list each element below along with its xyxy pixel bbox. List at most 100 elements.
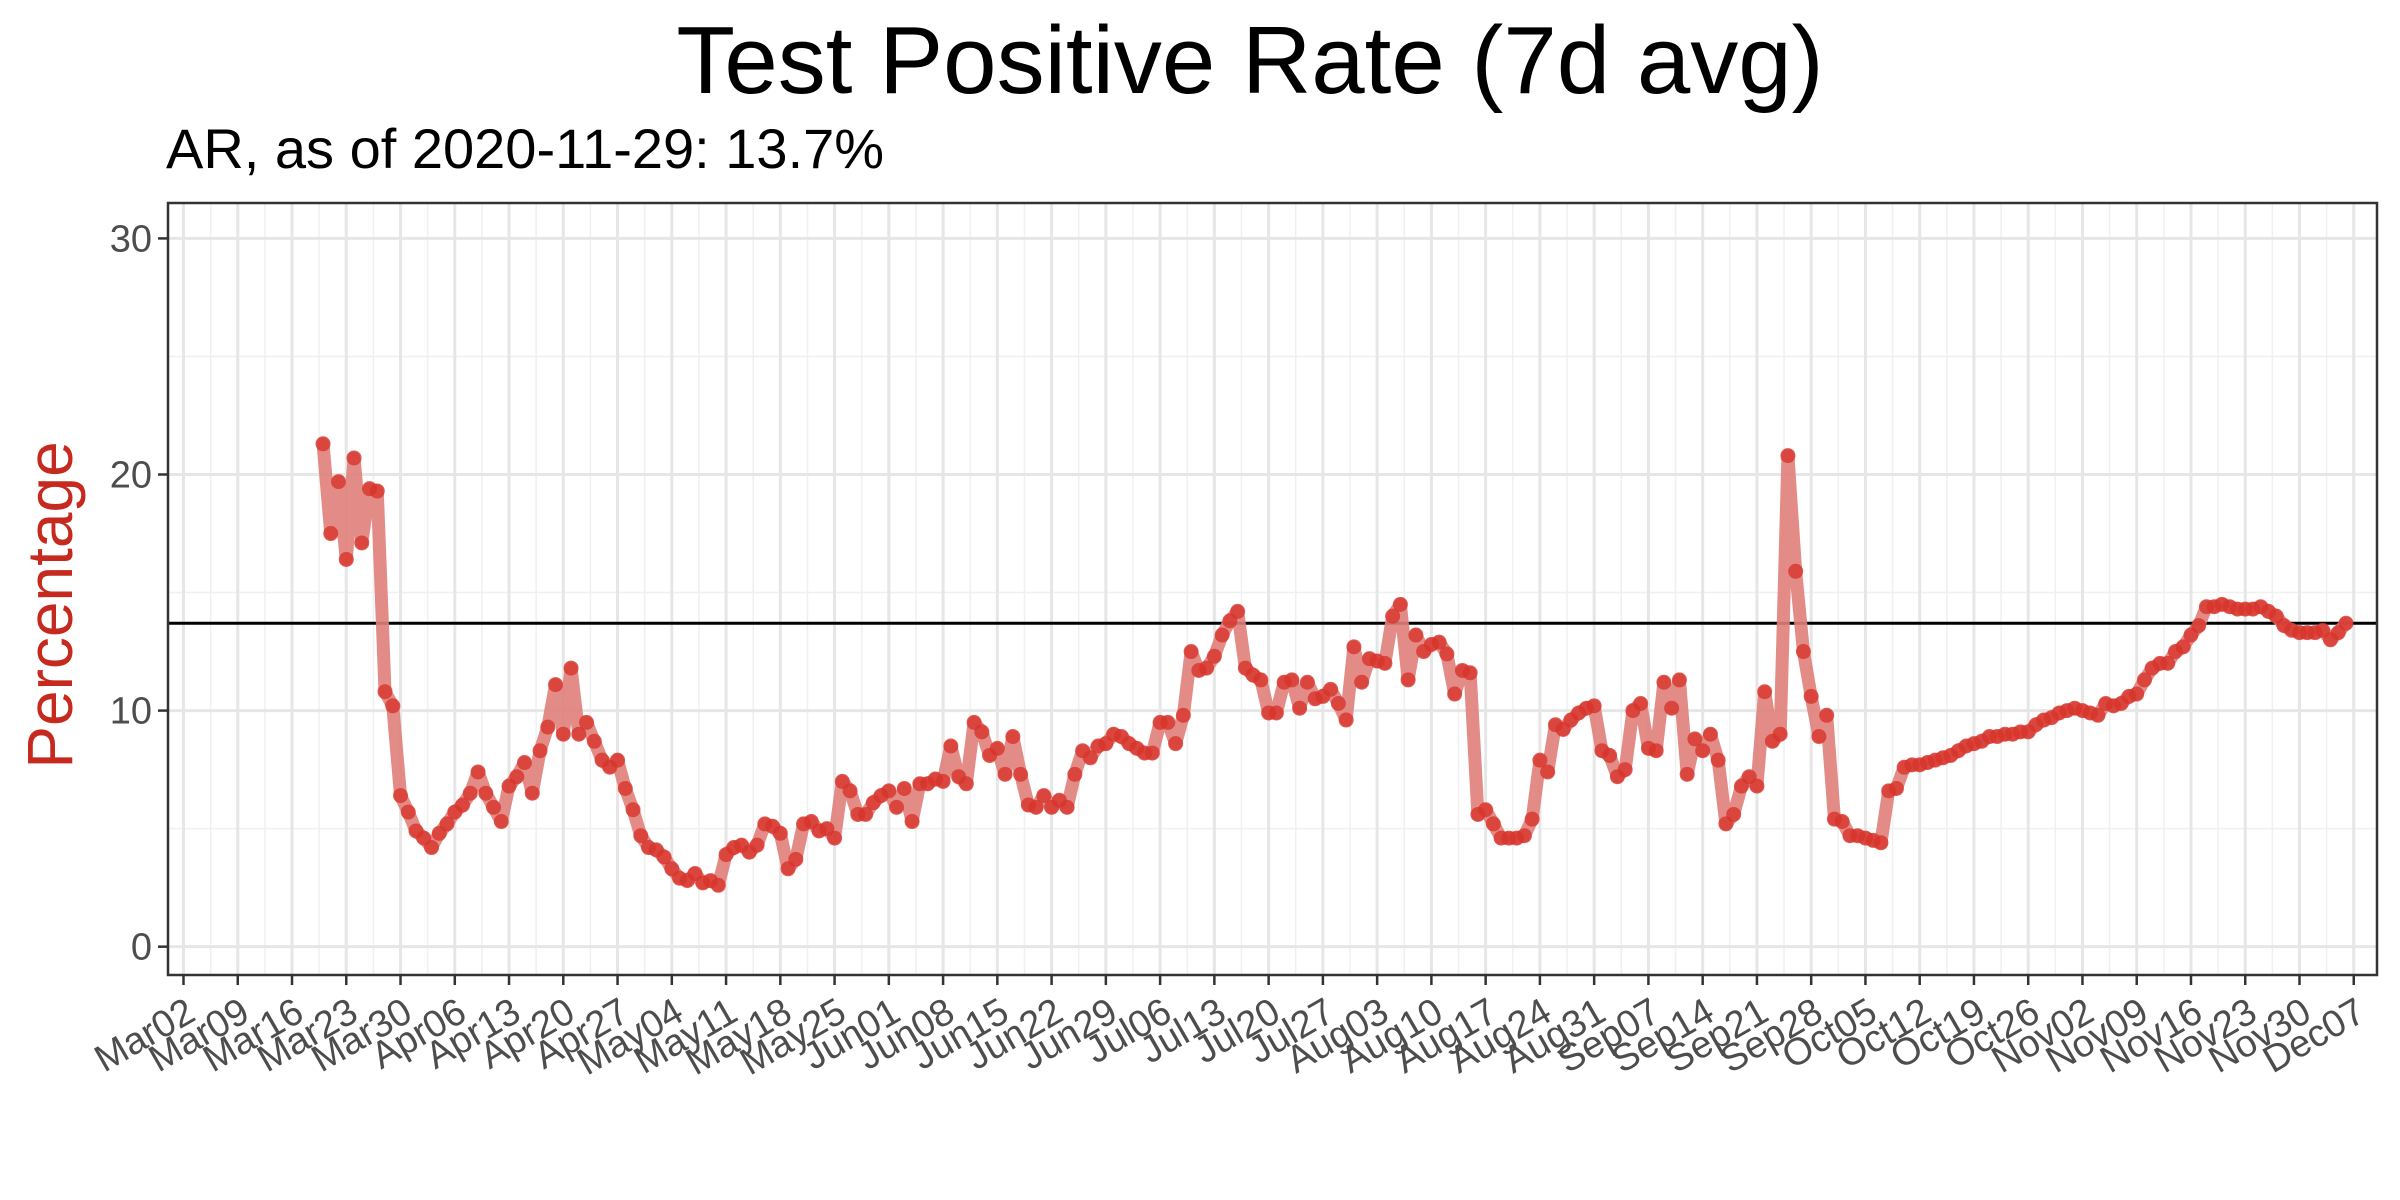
data-point: [1617, 762, 1633, 778]
data-point: [1183, 644, 1199, 660]
data-point: [617, 780, 633, 796]
data-point: [1346, 639, 1362, 655]
data-point: [1005, 729, 1021, 745]
data-point: [369, 483, 385, 499]
data-point: [1873, 835, 1889, 851]
data-point: [1392, 596, 1408, 612]
data-point: [1408, 627, 1424, 643]
data-point: [1664, 700, 1680, 716]
plot-panel-border: [166, 201, 2379, 977]
data-point: [563, 660, 579, 676]
plot-panel: [168, 203, 2377, 975]
data-point: [1532, 752, 1548, 768]
data-point: [385, 698, 401, 714]
data-point: [633, 828, 649, 844]
data-point: [2191, 618, 2207, 634]
data-point: [331, 474, 347, 490]
data-point: [579, 714, 595, 730]
data-point: [827, 830, 843, 846]
data-point: [656, 849, 672, 865]
data-point: [1749, 778, 1765, 794]
data-point: [1175, 707, 1191, 723]
data-point: [1462, 665, 1478, 681]
data-point: [610, 752, 626, 768]
grid-lines: [168, 203, 2377, 975]
y-axis-label: Percentage: [14, 441, 86, 768]
data-point: [1780, 448, 1796, 464]
data-point: [974, 724, 990, 740]
data-point: [1516, 828, 1532, 844]
data-point: [1400, 672, 1416, 688]
data-point: [1168, 736, 1184, 752]
data-point: [935, 773, 951, 789]
data-point: [478, 785, 494, 801]
data-point: [1656, 674, 1672, 690]
data-point: [1144, 745, 1160, 761]
data-point: [555, 726, 571, 742]
data-point: [1013, 766, 1029, 782]
data-point: [1819, 707, 1835, 723]
data-point: [1671, 672, 1687, 688]
data-point: [1726, 806, 1742, 822]
data-point: [1803, 688, 1819, 704]
data-point: [517, 755, 533, 771]
data-point: [625, 802, 641, 818]
data-point: [346, 450, 362, 466]
data-point: [881, 783, 897, 799]
data-point: [455, 797, 471, 813]
data-point: [943, 738, 959, 754]
data-point: [400, 804, 416, 820]
data-point: [1586, 698, 1602, 714]
data-point: [1788, 563, 1804, 579]
data-point: [1059, 799, 1075, 815]
data-point: [532, 743, 548, 759]
data-point: [1447, 686, 1463, 702]
data-point: [470, 764, 486, 780]
data-point: [1199, 660, 1215, 676]
data-point: [1695, 743, 1711, 759]
data-point: [1230, 603, 1246, 619]
data-point: [1772, 726, 1788, 742]
data-point: [2090, 707, 2106, 723]
data-point: [1633, 696, 1649, 711]
data-point: [393, 788, 409, 804]
data-point: [2129, 686, 2145, 702]
data-point: [1385, 608, 1401, 624]
data-point: [2338, 615, 2354, 631]
data-point: [989, 740, 1005, 756]
data-point: [1702, 726, 1718, 742]
data-point: [1299, 674, 1315, 690]
data-point: [1214, 627, 1230, 643]
data-point: [524, 785, 540, 801]
data-point: [323, 526, 339, 542]
data-point: [493, 814, 509, 830]
data-point: [509, 769, 525, 785]
y-tick-label: 20: [110, 454, 152, 496]
data-point: [710, 877, 726, 893]
data-point: [2175, 639, 2191, 655]
data-point: [540, 719, 556, 735]
chart-title: Test Positive Rate (7d avg): [676, 7, 1823, 114]
data-point: [1710, 752, 1726, 768]
chart-subtitle: AR, as of 2020-11-29: 13.7%: [166, 117, 884, 180]
y-tick-label: 10: [110, 691, 152, 733]
data-point: [315, 436, 331, 452]
data-point: [1082, 750, 1098, 766]
data-point: [1485, 816, 1501, 832]
data-point: [1160, 714, 1176, 730]
y-tick-label: 30: [110, 218, 152, 260]
data-point: [1330, 696, 1346, 711]
data-point: [1284, 672, 1300, 688]
data-point: [1253, 672, 1269, 688]
data-point: [1377, 655, 1393, 671]
data-point: [1679, 766, 1695, 782]
data-point: [1834, 814, 1850, 830]
data-point: [1292, 700, 1308, 716]
data-point: [997, 766, 1013, 782]
data-point: [2160, 655, 2176, 671]
data-point: [1354, 674, 1370, 690]
data-point: [377, 684, 393, 700]
data-point: [858, 806, 874, 822]
data-point: [1811, 729, 1827, 745]
